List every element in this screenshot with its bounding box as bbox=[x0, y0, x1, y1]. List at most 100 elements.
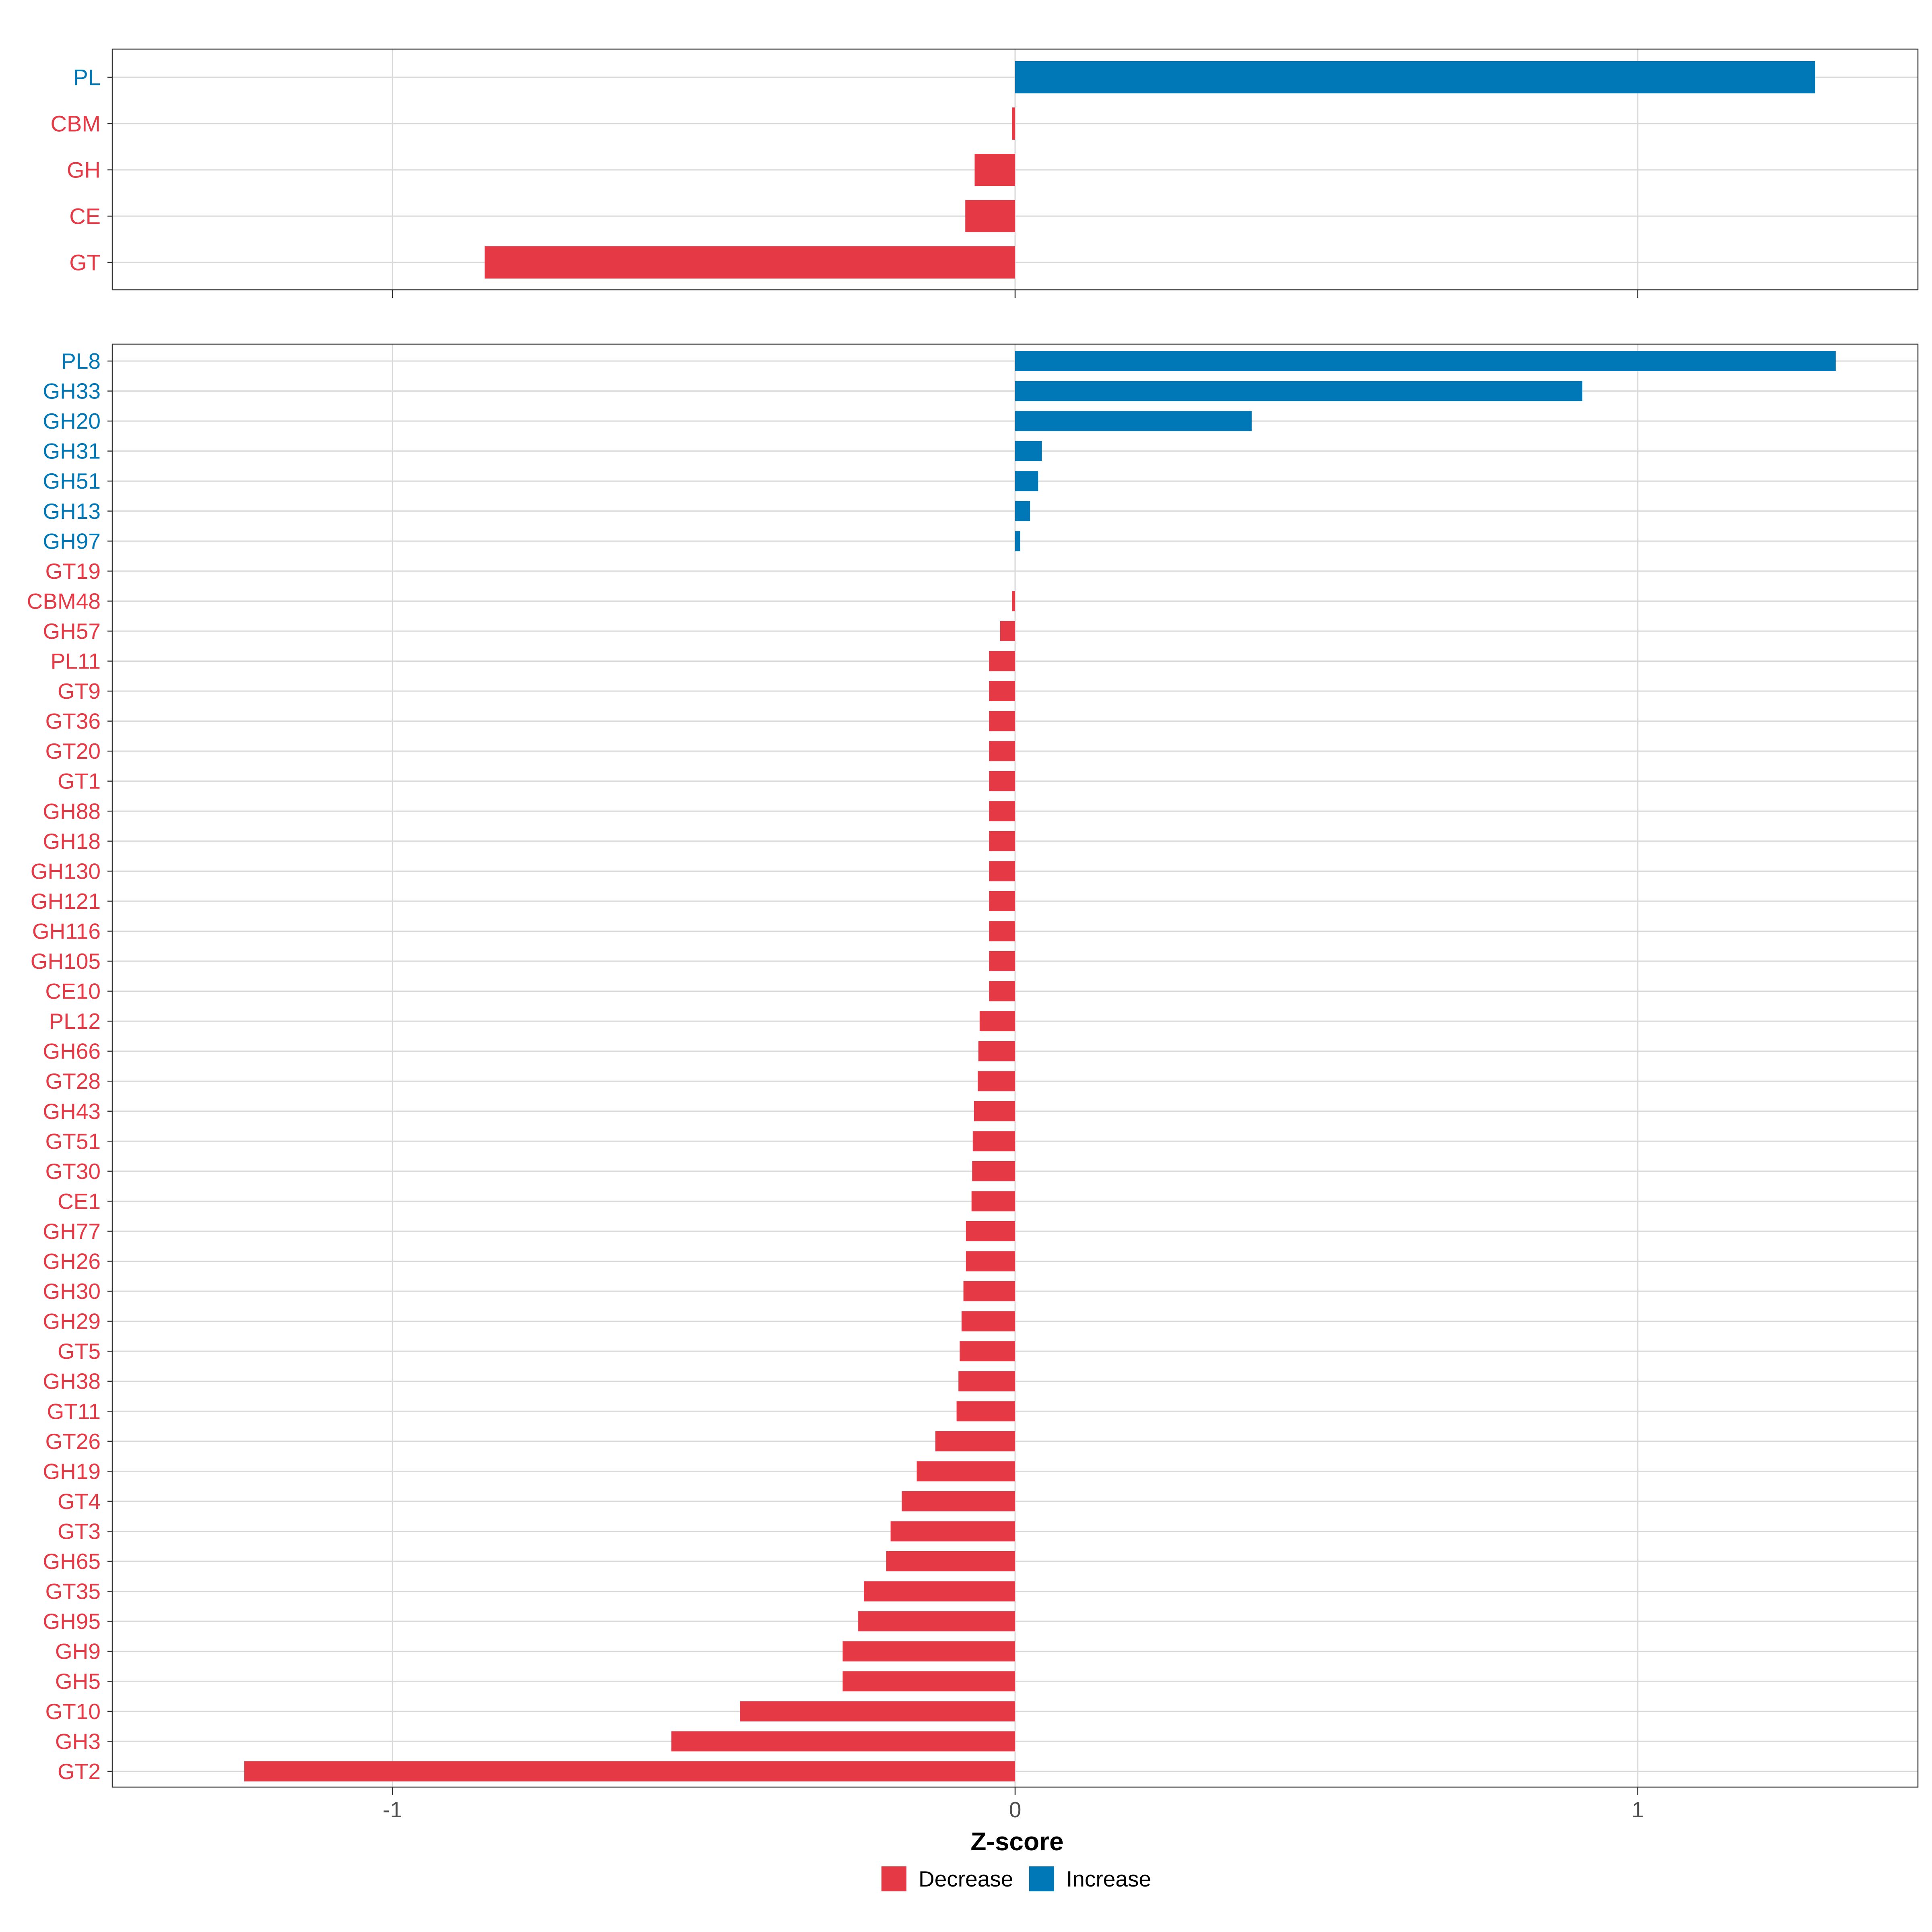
category-label-gt4: GT4 bbox=[58, 1489, 101, 1514]
bar-gt26 bbox=[935, 1431, 1015, 1451]
category-label-gh105: GH105 bbox=[31, 949, 101, 974]
category-label-gt20: GT20 bbox=[45, 739, 101, 764]
category-label-cbm48: CBM48 bbox=[27, 588, 101, 613]
top-panel-category-labels: PL CBM GH CE GT bbox=[51, 65, 112, 275]
bar-gt30 bbox=[972, 1161, 1015, 1181]
bar-gh57 bbox=[1000, 621, 1015, 641]
category-label-gh5: GH5 bbox=[55, 1669, 101, 1694]
top-panel-bars bbox=[485, 61, 1815, 279]
category-label-cbm: CBM bbox=[51, 111, 101, 136]
category-label-gh9: GH9 bbox=[55, 1639, 101, 1664]
x-tick-label: -1 bbox=[383, 1797, 402, 1822]
category-label-gh51: GH51 bbox=[43, 469, 101, 493]
category-label-gh97: GH97 bbox=[43, 528, 101, 553]
legend-label-decrease: Decrease bbox=[919, 1866, 1013, 1891]
bar-gt51 bbox=[972, 1131, 1015, 1152]
bar-gh38 bbox=[958, 1371, 1015, 1391]
category-label-gt5: GT5 bbox=[58, 1339, 101, 1364]
bar-gt4 bbox=[902, 1491, 1015, 1511]
bottom-panel-axis-ticks: -1 0 1 bbox=[383, 1787, 1644, 1822]
bar-gt1 bbox=[989, 771, 1015, 791]
category-label-gt2: GT2 bbox=[58, 1759, 101, 1784]
bar-gh19 bbox=[916, 1461, 1015, 1482]
bar-gh95 bbox=[858, 1611, 1015, 1632]
category-label-gt36: GT36 bbox=[45, 709, 101, 734]
category-label-gt35: GT35 bbox=[45, 1579, 101, 1604]
bottom-panel: PL8GH33GH20GH31GH51GH13GH97GT19CBM48GH57… bbox=[27, 343, 1919, 1822]
bar-pl11 bbox=[989, 651, 1015, 671]
legend: Decrease Increase bbox=[881, 1866, 1151, 1891]
bar-cbm48 bbox=[1012, 591, 1015, 611]
bar-gt bbox=[485, 246, 1015, 279]
bar-gt35 bbox=[864, 1581, 1015, 1602]
x-axis-title: Z-score bbox=[970, 1827, 1063, 1856]
category-label-ce10: CE10 bbox=[45, 979, 101, 1004]
category-label-gt3: GT3 bbox=[58, 1519, 101, 1544]
category-label-gh19: GH19 bbox=[43, 1459, 101, 1484]
bar-gt5 bbox=[960, 1341, 1015, 1362]
bar-gh116 bbox=[989, 921, 1015, 941]
bar-gh31 bbox=[1015, 441, 1042, 461]
bar-gh105 bbox=[989, 951, 1015, 971]
top-panel: PL CBM GH CE GT bbox=[51, 48, 1919, 298]
bar-gh51 bbox=[1015, 471, 1038, 491]
category-label-gt10: GT10 bbox=[45, 1699, 101, 1724]
bar-gh77 bbox=[966, 1221, 1015, 1241]
category-label-gh66: GH66 bbox=[43, 1039, 101, 1064]
bar-gh33 bbox=[1015, 381, 1583, 401]
bar-gh26 bbox=[966, 1251, 1015, 1271]
bar-gh66 bbox=[978, 1041, 1015, 1061]
category-label-gt26: GT26 bbox=[45, 1429, 101, 1454]
bar-gh20 bbox=[1015, 411, 1252, 431]
category-label-pl12: PL12 bbox=[49, 1009, 101, 1034]
category-label-gh13: GH13 bbox=[43, 499, 101, 524]
bar-gt2 bbox=[244, 1761, 1015, 1781]
category-label-gh38: GH38 bbox=[43, 1369, 101, 1394]
category-label-gh33: GH33 bbox=[43, 379, 101, 404]
bar-cbm bbox=[1012, 107, 1015, 140]
legend-swatch-increase bbox=[1029, 1866, 1054, 1891]
bar-gt11 bbox=[956, 1401, 1015, 1422]
bar-gh97 bbox=[1015, 531, 1020, 551]
bar-gh130 bbox=[989, 861, 1015, 881]
category-label-pl8: PL8 bbox=[61, 349, 101, 374]
category-label-gh: GH bbox=[67, 157, 101, 183]
bar-ce bbox=[965, 200, 1015, 232]
category-label-gh65: GH65 bbox=[43, 1549, 101, 1574]
category-label-gh20: GH20 bbox=[43, 409, 101, 433]
category-label-gh57: GH57 bbox=[43, 619, 101, 644]
bar-gt36 bbox=[989, 711, 1015, 731]
category-label-pl: PL bbox=[73, 65, 101, 90]
category-label-ce1: CE1 bbox=[58, 1189, 101, 1214]
bar-gh30 bbox=[963, 1281, 1015, 1302]
x-tick-label: 0 bbox=[1009, 1797, 1022, 1822]
category-label-gh116: GH116 bbox=[32, 919, 101, 943]
category-label-gt9: GT9 bbox=[58, 679, 101, 704]
category-label-gt28: GT28 bbox=[45, 1069, 101, 1094]
top-panel-axis-ticks bbox=[392, 290, 1639, 298]
bar-gh88 bbox=[989, 801, 1015, 822]
bar-gh bbox=[974, 154, 1015, 186]
category-label-ce: CE bbox=[69, 204, 101, 229]
category-label-gt: GT bbox=[69, 250, 101, 275]
legend-label-increase: Increase bbox=[1066, 1866, 1151, 1891]
category-label-gh30: GH30 bbox=[43, 1279, 101, 1304]
bar-gh65 bbox=[886, 1551, 1015, 1571]
bar-ce10 bbox=[989, 981, 1015, 1001]
bar-gh13 bbox=[1015, 501, 1030, 521]
category-label-gt11: GT11 bbox=[47, 1399, 101, 1424]
bar-gt20 bbox=[989, 741, 1015, 762]
bar-gh43 bbox=[974, 1101, 1015, 1121]
bar-gt9 bbox=[989, 681, 1015, 702]
bar-gh29 bbox=[961, 1311, 1015, 1331]
category-label-gt51: GT51 bbox=[45, 1129, 101, 1154]
bottom-panel-bars bbox=[244, 351, 1836, 1781]
category-label-gh31: GH31 bbox=[43, 439, 101, 464]
bottom-panel-grid bbox=[112, 344, 1918, 1787]
bar-gh3 bbox=[671, 1731, 1015, 1752]
category-label-gh95: GH95 bbox=[43, 1609, 101, 1634]
bar-gh9 bbox=[842, 1641, 1015, 1662]
category-label-gh77: GH77 bbox=[43, 1219, 101, 1244]
bar-gh121 bbox=[989, 891, 1015, 911]
